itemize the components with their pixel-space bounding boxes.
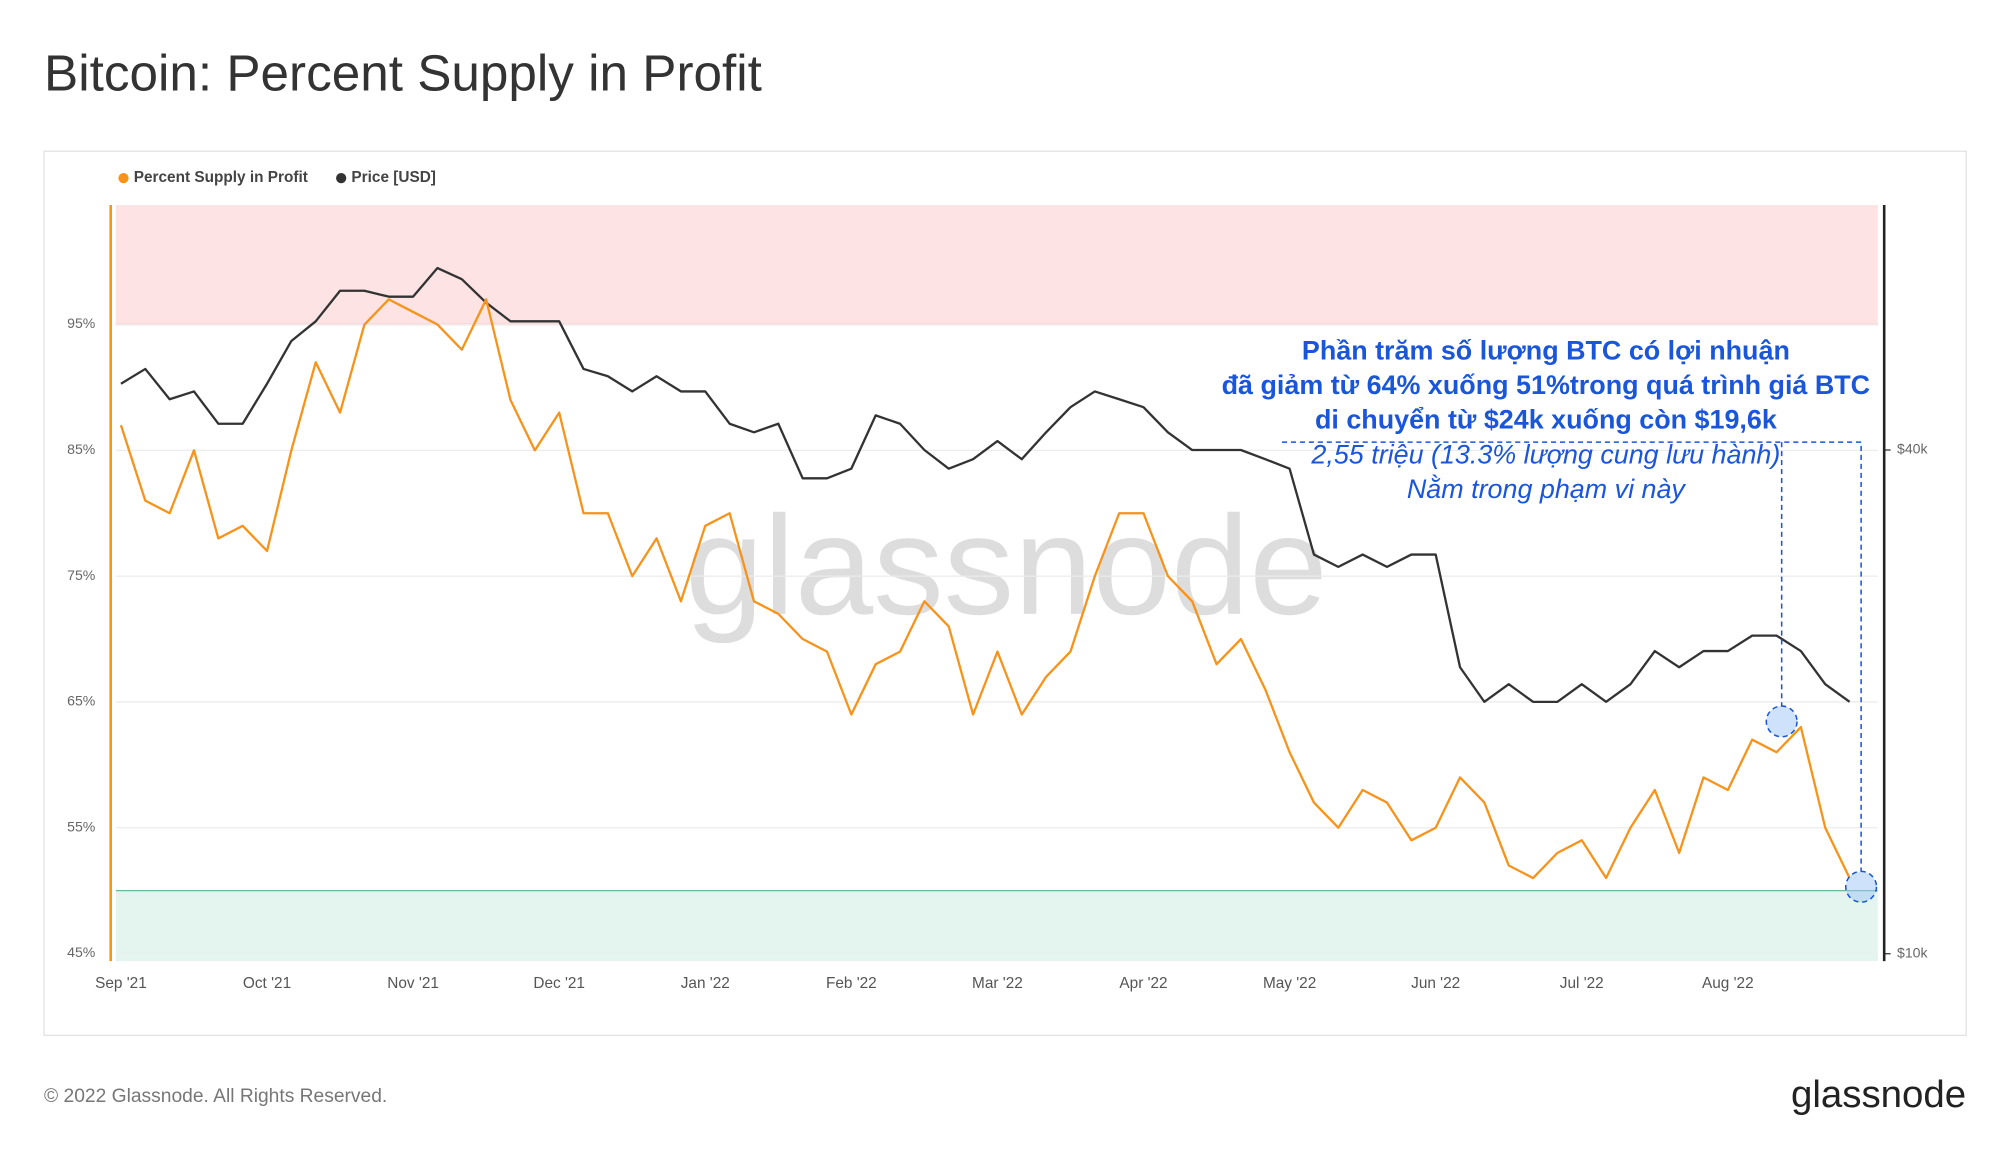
annotation-guide [1281, 441, 1862, 872]
y2-tick-label: $40k [1897, 441, 1928, 457]
y-tick-label: 85% [67, 441, 96, 457]
footer: © 2022 Glassnode. All Rights Reserved. [44, 1086, 387, 1107]
legend-label: Price [USD] [351, 169, 435, 186]
annotation: Nằm trong phạm vi này [1407, 473, 1687, 504]
legend-swatch [336, 172, 347, 184]
x-tick-label: Feb '22 [826, 975, 877, 992]
x-tick-label: Apr '22 [1119, 975, 1167, 992]
annotation-circle [1765, 705, 1798, 738]
y-tick-label: 45% [67, 944, 96, 960]
x-tick-label: Jun '22 [1411, 975, 1460, 992]
watermark: glassnode [685, 486, 1328, 644]
x-tick-label: Jan '22 [681, 975, 730, 992]
series-line [119, 298, 1851, 880]
annotation: di chuyển từ $24k xuống còn $19,6k [1315, 405, 1777, 435]
x-tick-label: May '22 [1263, 975, 1316, 992]
annotation-circle [1844, 870, 1878, 903]
annotation: đã giảm từ 64% xuống 51%trong quá trình … [1222, 370, 1870, 400]
zone [115, 205, 1878, 325]
logo: glassnode [1791, 1073, 1966, 1116]
legend-label: Percent Supply in Profit [134, 169, 308, 186]
x-tick-label: Nov '21 [387, 975, 439, 992]
y-tick-label: 95% [67, 315, 96, 331]
x-tick-label: Jul '22 [1560, 975, 1604, 992]
x-tick-label: Mar '22 [972, 975, 1023, 992]
y-tick-label: 55% [67, 818, 96, 834]
x-tick-label: Dec '21 [533, 975, 585, 992]
annotation: 2,55 triệu (13.3% lượng cung lưu hành) [1310, 439, 1780, 469]
y2-tick-label: $10k [1897, 944, 1928, 960]
y-tick-label: 65% [67, 693, 96, 709]
x-tick-label: Oct '21 [243, 975, 291, 992]
y-tick-label: 75% [67, 567, 96, 583]
legend-swatch [118, 172, 129, 184]
series-line [120, 266, 1851, 704]
x-tick-label: Sep '21 [95, 975, 147, 992]
annotation: Phần trăm số lượng BTC có lợi nhuận [1302, 336, 1790, 366]
zone [115, 890, 1878, 962]
x-tick-label: Aug '22 [1702, 975, 1754, 992]
chart-title: Bitcoin: Percent Supply in Profit [44, 44, 762, 101]
